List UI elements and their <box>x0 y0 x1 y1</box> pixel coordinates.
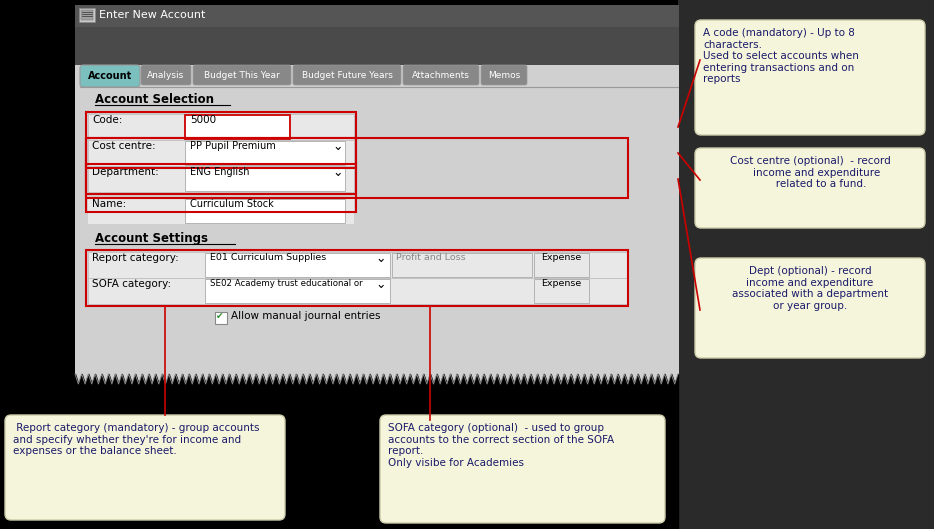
Bar <box>678 0 934 529</box>
Bar <box>185 167 345 191</box>
FancyBboxPatch shape <box>193 65 291 85</box>
Text: Budget This Year: Budget This Year <box>205 71 280 80</box>
Text: Attachments: Attachments <box>412 71 470 80</box>
Text: Dept (optional) - record
income and expenditure
associated with a department
or : Dept (optional) - record income and expe… <box>732 266 888 311</box>
Bar <box>81 10 93 20</box>
Text: Name:: Name: <box>92 199 126 209</box>
Bar <box>88 114 354 140</box>
Text: Account: Account <box>88 71 132 81</box>
Text: Budget Future Years: Budget Future Years <box>302 71 392 80</box>
Text: Allow manual journal entries: Allow manual journal entries <box>231 311 380 321</box>
Bar <box>205 253 390 277</box>
Bar <box>86 164 356 194</box>
Bar <box>86 250 628 306</box>
FancyBboxPatch shape <box>293 65 401 85</box>
Text: SE02 Academy trust educational or: SE02 Academy trust educational or <box>210 279 362 288</box>
FancyBboxPatch shape <box>141 65 191 85</box>
Text: ✔: ✔ <box>216 312 223 321</box>
Bar <box>75 5 679 27</box>
Text: Cost centre (optional)  - record
    income and expenditure
       related to a : Cost centre (optional) - record income a… <box>729 156 890 189</box>
FancyBboxPatch shape <box>403 65 479 85</box>
FancyBboxPatch shape <box>380 415 665 523</box>
Bar <box>88 252 628 278</box>
Text: Cost centre:: Cost centre: <box>92 141 156 151</box>
Bar <box>392 253 532 277</box>
Bar <box>88 198 354 224</box>
Bar <box>88 278 628 304</box>
Text: Curriculum Stock: Curriculum Stock <box>190 199 274 209</box>
FancyBboxPatch shape <box>80 65 140 87</box>
Text: SOFA category:: SOFA category: <box>92 279 171 289</box>
Text: Memos: Memos <box>488 71 520 80</box>
FancyBboxPatch shape <box>5 415 285 520</box>
Text: ⌄: ⌄ <box>333 166 344 178</box>
Text: Enter New Account: Enter New Account <box>99 10 205 20</box>
FancyBboxPatch shape <box>481 65 527 85</box>
Text: ⌄: ⌄ <box>375 251 387 264</box>
Bar <box>88 140 354 166</box>
FancyBboxPatch shape <box>695 258 925 358</box>
Text: Report category (mandatory) - group accounts
and specify whether they're for inc: Report category (mandatory) - group acco… <box>13 423 260 456</box>
Bar <box>86 112 356 212</box>
Text: A code (mandatory) - Up to 8
characters.
Used to select accounts when
entering t: A code (mandatory) - Up to 8 characters.… <box>703 28 859 85</box>
Text: Code:: Code: <box>92 115 122 125</box>
Text: Account Settings: Account Settings <box>95 232 208 245</box>
Bar <box>534 253 589 277</box>
Text: ⌄: ⌄ <box>333 140 344 152</box>
Bar <box>185 141 345 165</box>
Text: Expense: Expense <box>541 253 581 262</box>
Bar <box>205 279 390 303</box>
Text: Account Selection: Account Selection <box>95 93 214 106</box>
Text: Analysis: Analysis <box>148 71 185 80</box>
Bar <box>185 199 345 223</box>
FancyBboxPatch shape <box>695 20 925 135</box>
Text: ENG English: ENG English <box>190 167 249 177</box>
Bar <box>88 166 354 192</box>
Text: SOFA category (optional)  - used to group
accounts to the correct section of the: SOFA category (optional) - used to group… <box>388 423 615 468</box>
Bar <box>75 27 679 65</box>
Bar <box>215 312 227 324</box>
Text: PP Pupil Premium: PP Pupil Premium <box>190 141 276 151</box>
Bar <box>75 65 679 389</box>
FancyBboxPatch shape <box>695 148 925 228</box>
Bar <box>86 138 356 168</box>
Bar <box>75 27 679 389</box>
Text: Report category:: Report category: <box>92 253 178 263</box>
Bar <box>79 8 95 22</box>
Bar <box>185 115 290 139</box>
Bar <box>86 138 628 198</box>
Text: Expense: Expense <box>541 279 581 288</box>
Text: Profit and Loss: Profit and Loss <box>396 253 466 262</box>
Bar <box>0 0 75 529</box>
Text: 5000: 5000 <box>190 115 216 125</box>
Text: E01 Curriculum Supplies: E01 Curriculum Supplies <box>210 253 326 262</box>
Text: Department:: Department: <box>92 167 159 177</box>
Bar <box>534 279 589 303</box>
Text: ⌄: ⌄ <box>375 278 387 290</box>
